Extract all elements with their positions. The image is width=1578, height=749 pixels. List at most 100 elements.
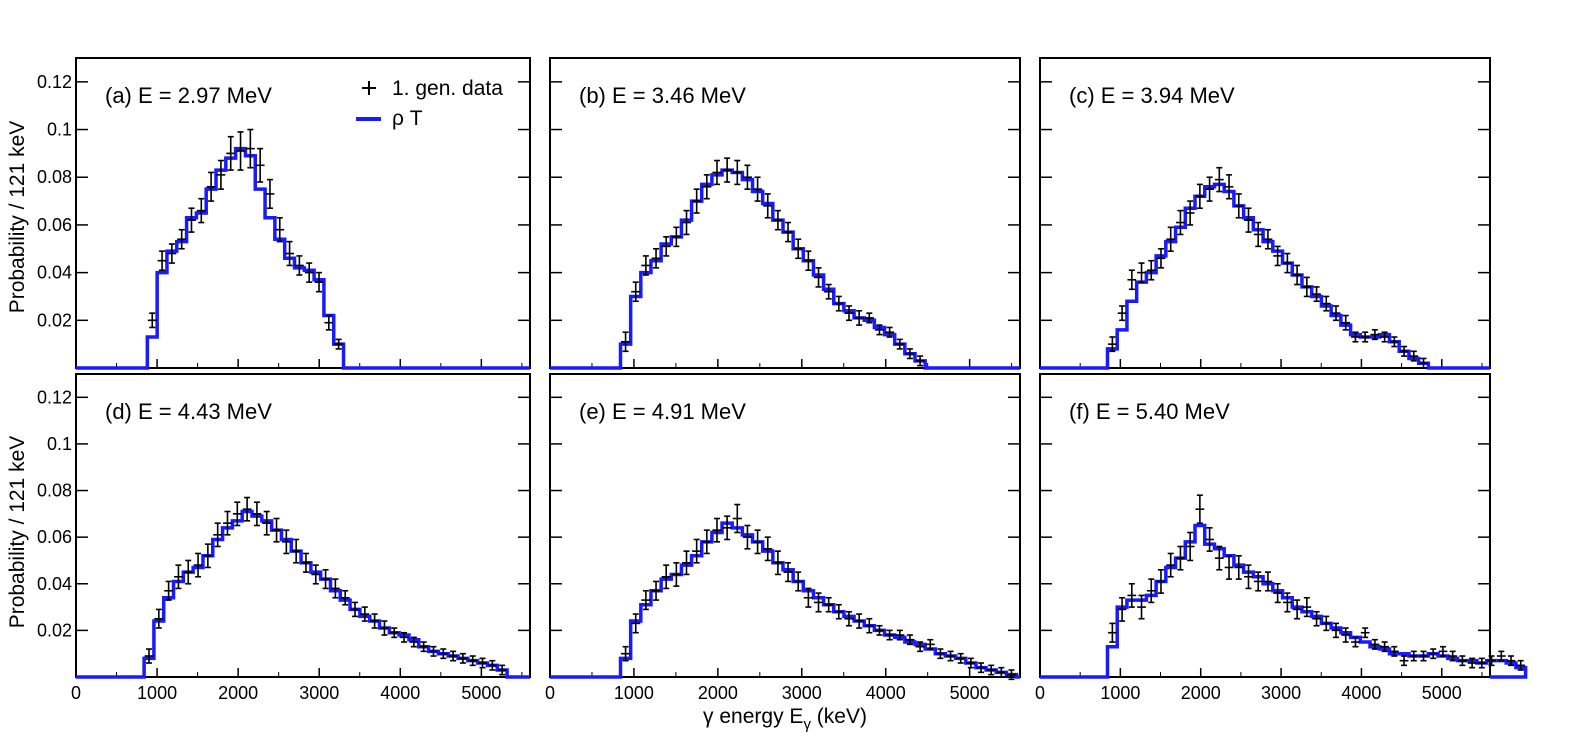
x-axis-label-sub: γ xyxy=(803,716,811,733)
data-point xyxy=(824,596,834,613)
data-point xyxy=(1234,554,1244,580)
x-tick-label: 1000 xyxy=(137,683,177,703)
data-point xyxy=(763,536,773,562)
data-point xyxy=(1156,568,1166,594)
data-point xyxy=(1389,645,1399,657)
x-axis-label-prefix: γ energy E xyxy=(703,705,803,728)
data-point xyxy=(1477,657,1487,669)
data-point xyxy=(1127,582,1137,608)
panel-frame xyxy=(549,57,1021,369)
data-point xyxy=(864,617,874,634)
panel-frame xyxy=(75,373,531,678)
data-point xyxy=(753,529,763,555)
data-point xyxy=(854,309,864,326)
data-point xyxy=(174,564,183,590)
data-point xyxy=(1195,494,1205,524)
data-point xyxy=(1244,564,1253,590)
data-point xyxy=(324,314,334,331)
data-point xyxy=(834,295,844,312)
data-point xyxy=(265,178,275,210)
data-point xyxy=(1312,286,1321,303)
model-histogram xyxy=(1040,523,1528,679)
data-point xyxy=(905,634,915,646)
data-point xyxy=(1185,200,1195,226)
data-point xyxy=(1107,336,1117,353)
y-tick-label: 0.08 xyxy=(37,481,72,501)
legend-data-marker xyxy=(362,81,376,95)
y-tick-label: 0.06 xyxy=(37,527,72,547)
data-point xyxy=(651,580,661,601)
data-point xyxy=(864,312,874,324)
data-point xyxy=(915,355,925,367)
data-point xyxy=(1331,305,1341,322)
data-point xyxy=(1409,350,1419,362)
data-point xyxy=(314,271,324,293)
y-tick-label: 0.12 xyxy=(37,387,72,407)
data-point xyxy=(285,240,294,267)
data-point xyxy=(783,221,793,243)
x-tick-label: 4000 xyxy=(1341,683,1381,703)
x-tick-label: 0 xyxy=(545,683,555,703)
data-point xyxy=(1428,648,1438,660)
data-point xyxy=(1224,174,1234,200)
data-point xyxy=(1146,578,1156,604)
x-tick-label: 0 xyxy=(1035,683,1045,703)
data-point xyxy=(1273,582,1283,604)
data-point xyxy=(242,496,252,522)
data-point xyxy=(1302,596,1312,618)
data-point xyxy=(895,629,905,641)
data-point xyxy=(487,659,497,671)
data-point xyxy=(895,338,905,350)
data-point xyxy=(773,209,783,231)
data-point xyxy=(1370,329,1380,341)
data-point xyxy=(1516,659,1526,671)
data-point xyxy=(1292,264,1302,286)
data-point xyxy=(360,606,370,622)
data-point xyxy=(468,655,478,667)
data-point xyxy=(1438,645,1448,657)
x-tick-label: 5000 xyxy=(461,683,501,703)
data-point xyxy=(448,650,458,662)
data-point xyxy=(925,638,935,650)
x-tick-label: 3000 xyxy=(299,683,339,703)
x-tick-label: 1000 xyxy=(1100,683,1140,703)
legend-model-label: ρ T xyxy=(392,107,423,130)
data-point xyxy=(874,624,885,636)
data-point xyxy=(661,564,671,590)
data-point xyxy=(1283,592,1292,613)
data-point xyxy=(438,648,448,660)
x-tick-label: 0 xyxy=(71,683,81,703)
data-point xyxy=(732,503,742,534)
data-point xyxy=(478,657,487,669)
data-point xyxy=(497,664,507,676)
data-point xyxy=(203,543,213,569)
y-axis-label-top: Probability / 121 keV xyxy=(6,121,29,314)
data-point xyxy=(1176,209,1185,236)
data-point xyxy=(164,580,174,601)
data-point xyxy=(803,250,813,272)
legend-data-label: 1. gen. data xyxy=(392,77,503,100)
data-point xyxy=(177,228,187,250)
data-point xyxy=(183,559,193,585)
data-point xyxy=(712,517,722,543)
data-point xyxy=(996,666,1006,678)
data-point xyxy=(854,613,864,629)
data-point xyxy=(692,538,702,564)
data-point xyxy=(1156,247,1166,269)
data-point xyxy=(1185,531,1195,562)
data-point xyxy=(245,128,255,169)
data-point xyxy=(1419,650,1428,662)
data-point xyxy=(294,255,304,276)
data-point xyxy=(389,627,399,639)
data-point xyxy=(1341,627,1351,643)
data-point xyxy=(157,250,167,272)
x-tick-label: 2000 xyxy=(1181,683,1221,703)
data-point xyxy=(702,529,712,555)
data-point xyxy=(1137,594,1146,620)
data-point xyxy=(671,226,681,248)
data-point xyxy=(681,209,692,236)
data-point xyxy=(1341,314,1351,331)
panel-label: (f) E = 5.40 MeV xyxy=(1069,399,1230,424)
data-point xyxy=(793,571,803,592)
